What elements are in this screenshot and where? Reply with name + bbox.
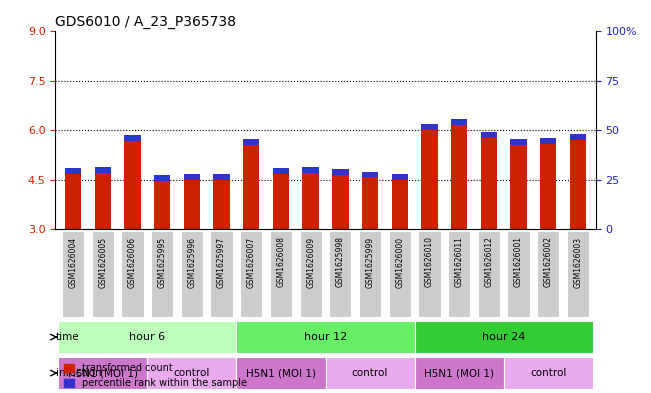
Text: control: control xyxy=(352,368,388,378)
Bar xyxy=(243,139,260,229)
Bar xyxy=(570,134,586,229)
Bar xyxy=(510,139,527,145)
FancyBboxPatch shape xyxy=(92,231,114,317)
Text: GSM1625999: GSM1625999 xyxy=(365,237,374,288)
FancyBboxPatch shape xyxy=(415,321,592,353)
Text: GSM1626005: GSM1626005 xyxy=(98,237,107,288)
FancyBboxPatch shape xyxy=(507,231,530,317)
FancyBboxPatch shape xyxy=(448,231,470,317)
Text: control: control xyxy=(174,368,210,378)
Text: hour 6: hour 6 xyxy=(130,332,165,342)
Text: GSM1626002: GSM1626002 xyxy=(544,237,553,287)
Text: GSM1625996: GSM1625996 xyxy=(187,237,197,288)
Bar xyxy=(540,138,557,143)
Bar xyxy=(214,174,230,229)
FancyBboxPatch shape xyxy=(389,231,411,317)
FancyBboxPatch shape xyxy=(181,231,203,317)
Text: hour 12: hour 12 xyxy=(304,332,347,342)
Bar xyxy=(124,135,141,229)
FancyBboxPatch shape xyxy=(59,357,147,389)
Text: control: control xyxy=(530,368,566,378)
FancyBboxPatch shape xyxy=(504,357,592,389)
FancyBboxPatch shape xyxy=(359,231,381,317)
FancyBboxPatch shape xyxy=(236,357,326,389)
Bar xyxy=(332,169,348,175)
Legend: transformed count, percentile rank within the sample: transformed count, percentile rank withi… xyxy=(60,360,251,392)
FancyBboxPatch shape xyxy=(62,231,84,317)
Bar xyxy=(451,119,467,229)
Bar xyxy=(154,175,171,181)
Bar xyxy=(273,168,289,229)
Bar xyxy=(332,169,348,229)
FancyBboxPatch shape xyxy=(270,231,292,317)
Text: GSM1626001: GSM1626001 xyxy=(514,237,523,287)
Text: H5N1 (MOI 1): H5N1 (MOI 1) xyxy=(246,368,316,378)
FancyBboxPatch shape xyxy=(478,231,500,317)
Text: GSM1625998: GSM1625998 xyxy=(336,237,345,287)
Bar xyxy=(391,174,408,229)
Text: GSM1626006: GSM1626006 xyxy=(128,237,137,288)
FancyBboxPatch shape xyxy=(151,231,173,317)
Text: GSM1625997: GSM1625997 xyxy=(217,237,226,288)
Bar xyxy=(65,168,81,229)
FancyBboxPatch shape xyxy=(537,231,559,317)
Text: GSM1625995: GSM1625995 xyxy=(158,237,167,288)
Text: infection: infection xyxy=(56,368,102,378)
FancyBboxPatch shape xyxy=(567,231,589,317)
FancyBboxPatch shape xyxy=(236,321,415,353)
Bar xyxy=(214,174,230,180)
Bar xyxy=(570,134,586,140)
Text: hour 24: hour 24 xyxy=(482,332,525,342)
Bar xyxy=(273,168,289,174)
Bar xyxy=(65,168,81,174)
FancyBboxPatch shape xyxy=(299,231,322,317)
FancyBboxPatch shape xyxy=(121,231,144,317)
Text: GSM1626010: GSM1626010 xyxy=(425,237,434,287)
Text: GSM1626007: GSM1626007 xyxy=(247,237,256,288)
FancyBboxPatch shape xyxy=(329,231,352,317)
Bar xyxy=(303,167,319,229)
Text: H5N1 (MOI 1): H5N1 (MOI 1) xyxy=(424,368,494,378)
Bar xyxy=(421,124,437,130)
Bar xyxy=(243,139,260,145)
Bar xyxy=(480,132,497,229)
FancyBboxPatch shape xyxy=(415,357,504,389)
Bar xyxy=(362,171,378,178)
Text: GSM1626012: GSM1626012 xyxy=(484,237,493,287)
FancyBboxPatch shape xyxy=(326,357,415,389)
Bar xyxy=(94,167,111,173)
FancyBboxPatch shape xyxy=(419,231,441,317)
Text: GSM1626003: GSM1626003 xyxy=(574,237,583,288)
Bar xyxy=(510,139,527,229)
Bar xyxy=(421,124,437,229)
Text: GSM1626000: GSM1626000 xyxy=(395,237,404,288)
Bar xyxy=(451,119,467,125)
FancyBboxPatch shape xyxy=(59,321,236,353)
Text: GSM1626011: GSM1626011 xyxy=(454,237,464,287)
Bar xyxy=(184,174,200,229)
Bar xyxy=(184,174,200,180)
Text: GSM1626009: GSM1626009 xyxy=(306,237,315,288)
Bar xyxy=(540,138,557,229)
Text: GSM1626008: GSM1626008 xyxy=(277,237,286,287)
FancyBboxPatch shape xyxy=(240,231,262,317)
Bar xyxy=(362,171,378,229)
Bar xyxy=(303,167,319,173)
Text: time: time xyxy=(56,332,79,342)
Text: GSM1626004: GSM1626004 xyxy=(68,237,77,288)
FancyBboxPatch shape xyxy=(147,357,236,389)
Bar xyxy=(94,167,111,229)
Text: H5N1 (MOI 1): H5N1 (MOI 1) xyxy=(68,368,138,378)
Bar xyxy=(391,174,408,180)
Bar xyxy=(480,132,497,138)
FancyBboxPatch shape xyxy=(210,231,232,317)
Bar xyxy=(124,135,141,141)
Bar xyxy=(154,175,171,229)
Text: GDS6010 / A_23_P365738: GDS6010 / A_23_P365738 xyxy=(55,15,236,29)
